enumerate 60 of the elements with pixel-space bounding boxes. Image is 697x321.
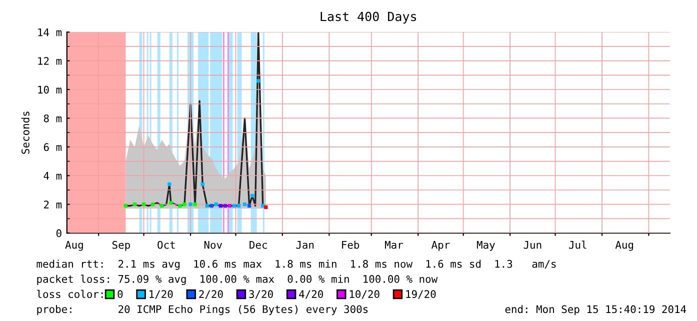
legend-label: 19/20	[406, 290, 436, 299]
point	[182, 202, 186, 206]
point	[250, 194, 254, 198]
y-tick-label: 12 m	[38, 57, 62, 65]
legend-label: 2/20	[199, 290, 223, 299]
point	[178, 204, 182, 208]
y-tick-label: 2 m	[44, 200, 62, 208]
x-tick-label: Mar	[385, 241, 403, 249]
point	[168, 182, 172, 186]
text: packet loss: 75.09 % avg 100.00 % max 0.00 % min 100.00 % now	[37, 274, 438, 286]
point	[223, 204, 228, 208]
point	[214, 202, 218, 206]
x-tick-label: Aug	[65, 240, 83, 251]
x-tick-label: Aug	[615, 240, 634, 251]
x-tick-label: Sep	[112, 240, 130, 251]
point	[247, 204, 252, 208]
point	[188, 202, 192, 206]
x-tick-label: May	[476, 241, 495, 251]
x-tick-label: Jan	[296, 241, 314, 249]
point	[142, 202, 146, 206]
x-tick-label: Dec	[250, 241, 267, 249]
point	[218, 204, 222, 208]
point	[232, 204, 236, 208]
y-tick-label: 10 m	[38, 86, 62, 94]
legend-label: 10/20	[350, 290, 380, 299]
y-tick-label: 8 m	[44, 114, 62, 122]
point	[169, 201, 173, 205]
text: end: Mon Sep 15 15:40:19 2014	[505, 305, 686, 316]
legend-title: loss color:	[37, 290, 103, 298]
legend-label: 1/20	[150, 290, 173, 299]
point	[200, 182, 204, 186]
x-tick-label: Nov	[204, 241, 222, 249]
y-axis-title: Seconds	[21, 112, 30, 154]
point	[193, 202, 197, 206]
x-tick-label: Apr	[431, 241, 450, 251]
x-tick-label: Feb	[342, 240, 360, 249]
point	[124, 204, 128, 208]
legend-label: 4/20	[299, 290, 323, 299]
legend-label: 3/20	[249, 290, 273, 299]
point	[228, 204, 232, 208]
y-tick-label: 0	[56, 229, 62, 238]
chart-title: Last 400 Days	[320, 12, 416, 24]
point	[205, 204, 209, 208]
point	[256, 79, 260, 83]
point	[150, 202, 155, 206]
point	[264, 205, 268, 210]
text: probe: 20 ICMP Echo Pings (56 Bytes) every 300s	[37, 305, 368, 316]
point	[236, 204, 241, 208]
y-tick-label: 4 m	[44, 172, 62, 180]
y-tick-label: 6 m	[44, 143, 62, 152]
point	[132, 202, 137, 206]
y-tick-label: 14 m	[38, 28, 62, 36]
x-tick-label: Jun	[524, 241, 542, 249]
point	[160, 204, 164, 208]
point	[242, 202, 247, 206]
text: median rtt: 2.1 ms avg 10.6 ms max 1.8 ms min 1.8 ms now 1.6 ms sd 1.3 am/s	[36, 260, 556, 270]
point	[210, 204, 214, 208]
x-tick-label: Jul	[569, 240, 586, 249]
x-tick-label: Oct	[158, 240, 175, 249]
legend-label: 0	[118, 290, 123, 298]
